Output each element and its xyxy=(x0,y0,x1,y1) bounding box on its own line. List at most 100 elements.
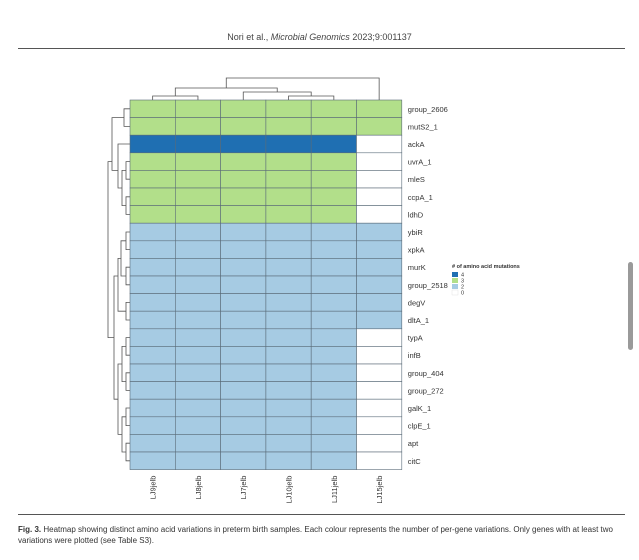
heatmap-cell xyxy=(265,205,312,224)
dendrogram-branch xyxy=(125,301,130,321)
heatmap-cell xyxy=(220,310,267,330)
heatmap-cell xyxy=(310,275,357,294)
column-label: LJ10jelb xyxy=(285,476,294,504)
legend-title: # of amino acid mutations xyxy=(452,264,520,270)
heatmap-cell xyxy=(175,398,221,418)
heatmap-cell xyxy=(356,328,403,347)
heatmap-cell xyxy=(129,222,176,242)
heatmap-cell xyxy=(356,258,403,277)
legend-swatch xyxy=(452,284,458,289)
heatmap-cell xyxy=(265,416,312,435)
heatmap-cell xyxy=(129,134,176,154)
heatmap-cell xyxy=(175,434,221,453)
row-label: typA xyxy=(408,334,423,343)
heatmap-cell xyxy=(175,275,221,294)
row-label: group_2606 xyxy=(408,105,448,114)
heatmap-cell xyxy=(356,99,403,118)
heatmap-cell xyxy=(356,134,403,154)
heatmap-cell xyxy=(310,398,357,418)
column-label: LJ7jelb xyxy=(239,476,248,500)
heatmap-cell xyxy=(310,205,357,224)
row-label: clpE_1 xyxy=(408,422,431,431)
heatmap-cell xyxy=(310,187,357,206)
heatmap-cell xyxy=(356,416,403,435)
scrollbar[interactable] xyxy=(628,262,633,350)
dendrogram-branch xyxy=(107,161,114,339)
heatmap-cell xyxy=(356,363,403,382)
dendrogram-branch xyxy=(125,372,130,391)
row-label: ldhD xyxy=(408,210,424,219)
heatmap-cell xyxy=(265,363,312,382)
heatmap-cell xyxy=(265,275,312,294)
heatmap-cell xyxy=(220,187,267,206)
row-label: xpkA xyxy=(408,246,425,255)
figure-caption: Fig. 3. Heatmap showing distinct amino a… xyxy=(18,524,623,546)
heatmap-cell xyxy=(310,328,357,347)
heatmap-cell xyxy=(175,170,221,189)
heatmap-cell xyxy=(129,434,176,453)
heatmap-cell xyxy=(175,134,221,154)
heatmap-cell xyxy=(356,293,403,312)
heatmap-cell xyxy=(265,240,312,259)
heatmap-cell xyxy=(175,416,221,435)
heatmap-cell xyxy=(129,152,176,171)
heatmap-cell xyxy=(265,99,312,118)
column-label: LJ15jelb xyxy=(375,476,384,504)
row-label: uvrA_1 xyxy=(408,158,432,167)
dendrogram-branch xyxy=(125,442,130,462)
heatmap-cell xyxy=(265,310,312,330)
row-label: ybiR xyxy=(408,228,424,237)
heatmap-cell xyxy=(310,240,357,259)
row-label: degV xyxy=(408,298,426,307)
caption-label: Fig. 3. xyxy=(18,525,42,534)
heatmap-cell xyxy=(265,328,312,347)
heatmap-cell xyxy=(220,152,267,171)
heatmap-cell xyxy=(310,170,357,189)
heatmap-cell xyxy=(310,222,357,242)
dendrogram-branch xyxy=(120,240,126,277)
heatmap-cell xyxy=(265,258,312,277)
running-head-citation: 2023;9:001137 xyxy=(352,32,412,42)
row-label: ccpA_1 xyxy=(408,193,433,202)
legend-label: 2 xyxy=(461,285,464,291)
heatmap-cell xyxy=(220,381,267,400)
heatmap-cell xyxy=(265,381,312,400)
legend-label: 4 xyxy=(461,273,464,279)
heatmap-cell xyxy=(129,170,176,189)
row-label: group_404 xyxy=(408,369,444,378)
heatmap-cell xyxy=(310,293,357,312)
heatmap-cell xyxy=(175,310,221,330)
heatmap-cell xyxy=(220,240,267,259)
heatmap-cell xyxy=(220,434,267,453)
dendrograms xyxy=(107,77,380,462)
heatmap-cell xyxy=(265,187,312,206)
dendrogram-branch xyxy=(125,231,130,251)
dendrogram-branch xyxy=(152,95,199,100)
heatmap-cell xyxy=(220,398,267,418)
row-label: galK_1 xyxy=(408,404,431,413)
column-label: LJ9jelb xyxy=(149,476,158,500)
dendrogram-branch xyxy=(113,275,118,400)
heatmap-cell xyxy=(356,310,403,330)
heatmap-cell xyxy=(265,346,312,365)
row-label: murK xyxy=(408,263,426,272)
dendrogram-branch xyxy=(121,345,126,383)
heatmap-cell xyxy=(220,134,267,154)
heatmap-cell xyxy=(310,363,357,382)
heatmap-cell xyxy=(220,117,267,136)
heatmap-cell xyxy=(129,363,176,382)
heatmap-cell xyxy=(356,152,403,171)
heatmap-cell xyxy=(220,205,267,224)
heatmap-cell xyxy=(356,240,403,259)
heatmap-cell xyxy=(220,363,267,382)
heatmap-cell xyxy=(175,117,221,136)
heatmap-cell xyxy=(175,381,221,400)
heatmap-cell xyxy=(175,258,221,277)
heatmap-cell xyxy=(175,187,221,206)
heatmap-cell xyxy=(310,451,357,470)
dendrogram-branch xyxy=(125,266,130,286)
heatmap-cell xyxy=(310,434,357,453)
row-label: apt xyxy=(408,439,419,448)
dendrogram-branch xyxy=(125,337,130,356)
